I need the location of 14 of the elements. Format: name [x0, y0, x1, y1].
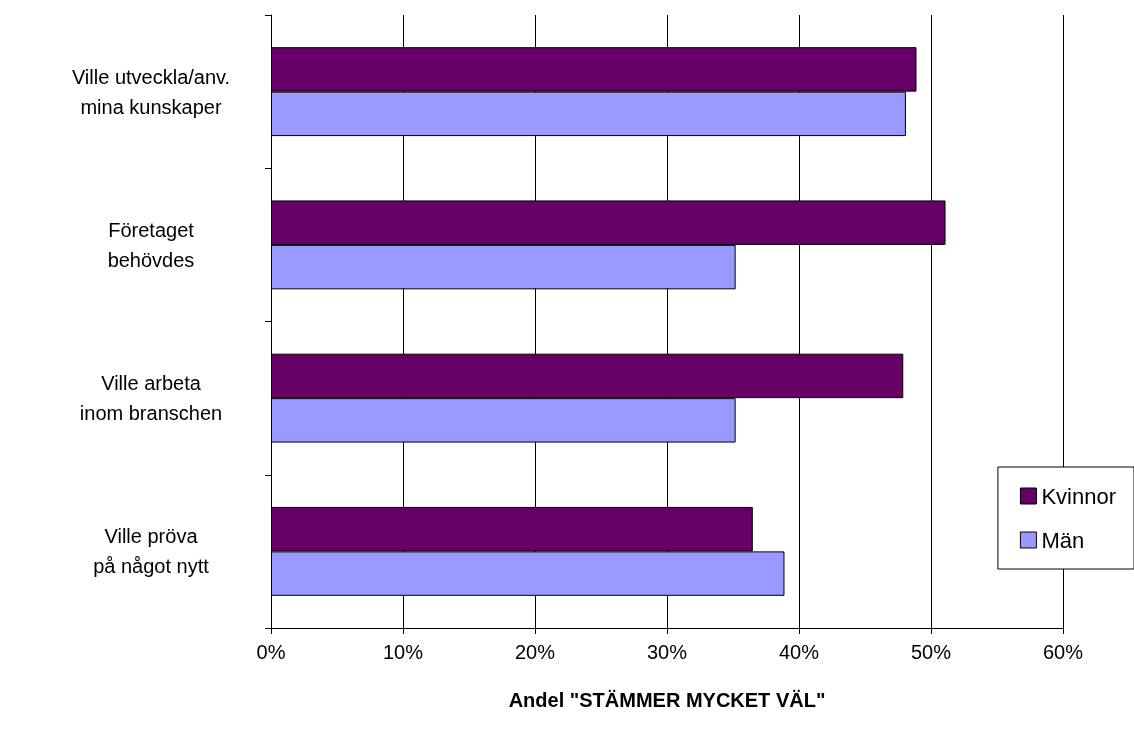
x-tick-label: 50% [910, 641, 952, 663]
y-tick-label: Ville arbeta inom branschen [79, 372, 223, 425]
x-tick-label: 10% [382, 641, 424, 663]
x-axis-title: Andel "STÄMMER MYCKET VÄL" [508, 689, 826, 711]
x-tick-label: 20% [514, 641, 556, 663]
x-tick-label: 0% [256, 641, 286, 663]
y-tick-label: Ville utveckla/anv. mina kunskaper [71, 65, 231, 118]
y-tick-label: Företaget behövdes [107, 218, 195, 271]
x-tick-label: 40% [778, 641, 820, 663]
x-tick-label: 30% [646, 641, 688, 663]
legend-label: Kvinnor [1041, 483, 1116, 509]
y-tick-label: Ville pröva på något nytt [93, 525, 210, 578]
x-tick-label: 60% [1042, 641, 1084, 663]
legend-label: Män [1041, 527, 1085, 553]
